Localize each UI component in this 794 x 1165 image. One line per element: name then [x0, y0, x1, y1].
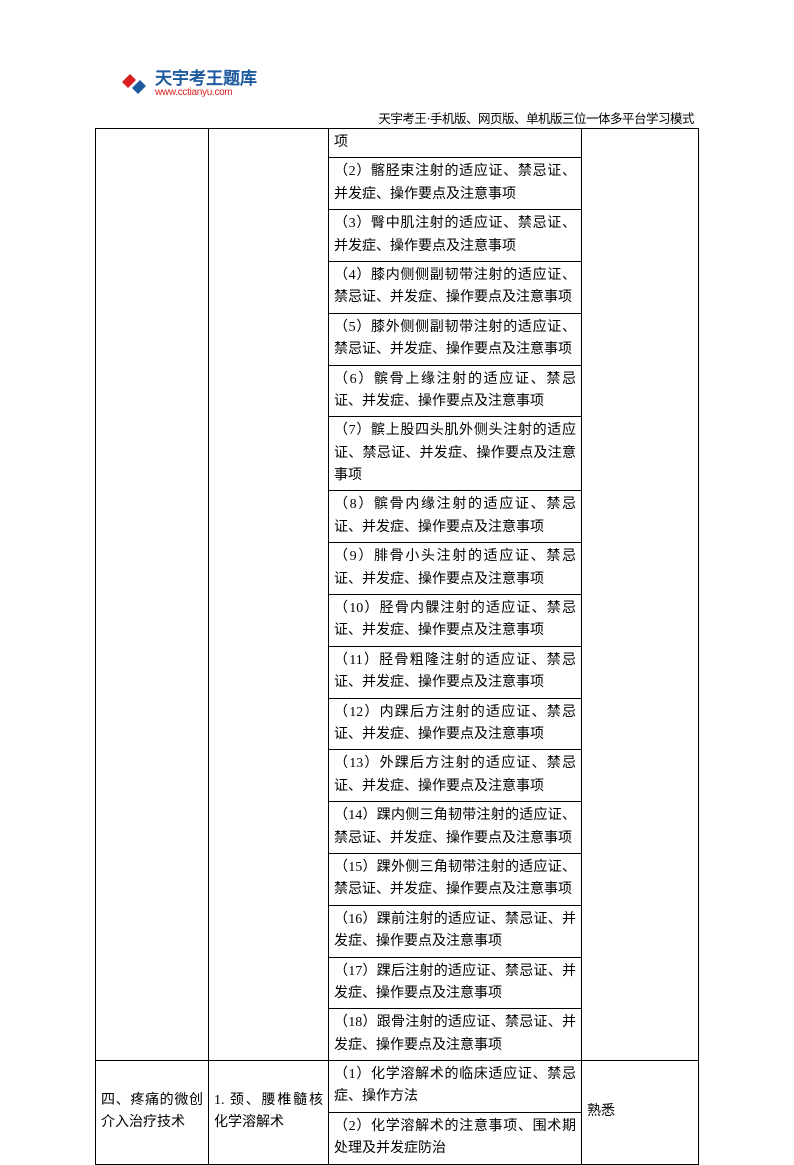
content-cell: （6）髌骨上缘注射的适应证、禁忌证、并发症、操作要点及注意事项 — [329, 365, 582, 417]
logo-icon — [118, 68, 150, 100]
content-cell: （2）化学溶解术的注意事项、围术期处理及并发症防治 — [329, 1112, 582, 1164]
content-cell: （5）膝外侧侧副韧带注射的适应证、禁忌证、并发症、操作要点及注意事项 — [329, 313, 582, 365]
content-cell: （17）踝后注射的适应证、禁忌证、并发症、操作要点及注意事项 — [329, 957, 582, 1009]
logo-main-text: 天宇考王题库 — [155, 70, 257, 89]
content-cell: （14）踝内侧三角韧带注射的适应证、禁忌证、并发症、操作要点及注意事项 — [329, 802, 582, 854]
content-cell: （13）外踝后方注射的适应证、禁忌证、并发症、操作要点及注意事项 — [329, 750, 582, 802]
table-row: 项 — [96, 129, 699, 158]
content-table: 项（2）髂胫束注射的适应证、禁忌证、并发症、操作要点及注意事项（3）臀中肌注射的… — [95, 128, 699, 1165]
content-cell: （3）臀中肌注射的适应证、禁忌证、并发症、操作要点及注意事项 — [329, 210, 582, 262]
table-row: 四、疼痛的微创介入治疗技术1. 颈、腰椎髓核化学溶解术（1）化学溶解术的临床适应… — [96, 1061, 699, 1113]
content-cell: （11）胫骨粗隆注射的适应证、禁忌证、并发症、操作要点及注意事项 — [329, 646, 582, 698]
content-cell: （9）腓骨小头注射的适应证、禁忌证、并发症、操作要点及注意事项 — [329, 543, 582, 595]
content-cell: （8）髌骨内缘注射的适应证、禁忌证、并发症、操作要点及注意事项 — [329, 491, 582, 543]
logo-url-text: www.cctianyu.com — [155, 88, 257, 98]
section-title-cell — [96, 129, 209, 1061]
level-cell — [582, 129, 699, 1061]
level-cell: 熟悉 — [582, 1061, 699, 1165]
content-cell: （18）跟骨注射的适应证、禁忌证、并发症、操作要点及注意事项 — [329, 1009, 582, 1061]
content-cell: （7）髌上股四头肌外侧头注射的适应证、禁忌证、并发症、操作要点及注意事项 — [329, 417, 582, 491]
subsection-cell: 1. 颈、腰椎髓核化学溶解术 — [209, 1061, 329, 1165]
subsection-cell — [209, 129, 329, 1061]
content-cell: （2）髂胫束注射的适应证、禁忌证、并发症、操作要点及注意事项 — [329, 158, 582, 210]
page-header: 天宇考王·手机版、网页版、单机版三位一体多平台学习模式 — [95, 108, 699, 127]
content-cell: （15）踝外侧三角韧带注射的适应证、禁忌证、并发症、操作要点及注意事项 — [329, 853, 582, 905]
content-cell: （16）踝前注射的适应证、禁忌证、并发症、操作要点及注意事项 — [329, 905, 582, 957]
content-cell: （1）化学溶解术的临床适应证、禁忌症、操作方法 — [329, 1061, 582, 1113]
content-cell: （10）胫骨内髁注射的适应证、禁忌证、并发症、操作要点及注意事项 — [329, 595, 582, 647]
logo: 天宇考王题库 www.cctianyu.com — [118, 68, 257, 100]
content-cell: （12）内踝后方注射的适应证、禁忌证、并发症、操作要点及注意事项 — [329, 698, 582, 750]
logo-text-wrapper: 天宇考王题库 www.cctianyu.com — [155, 70, 257, 99]
section-title-cell: 四、疼痛的微创介入治疗技术 — [96, 1061, 209, 1165]
content-cell: 项 — [329, 129, 582, 158]
content-cell: （4）膝内侧侧副韧带注射的适应证、禁忌证、并发症、操作要点及注意事项 — [329, 261, 582, 313]
